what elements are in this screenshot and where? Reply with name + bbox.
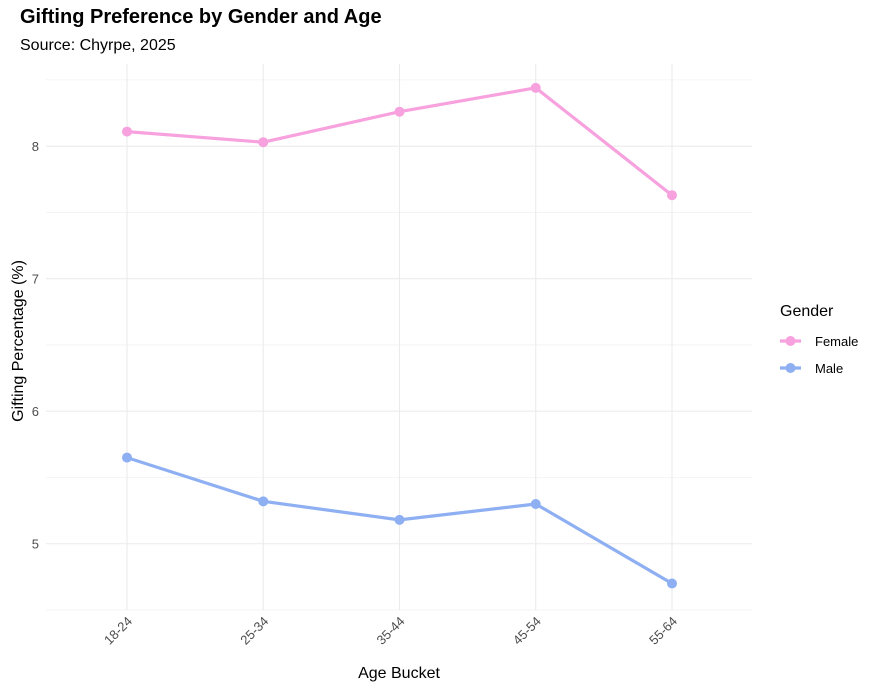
x-tick-label: 18-24 bbox=[101, 614, 135, 648]
chart-subtitle: Source: Chyrpe, 2025 bbox=[20, 37, 176, 54]
y-axis-ticks: 5 6 7 8 bbox=[32, 139, 39, 552]
x-tick-label: 25-34 bbox=[237, 614, 271, 648]
legend: Gender Female Male bbox=[780, 303, 858, 376]
legend-key-point-male bbox=[785, 363, 796, 373]
y-tick-label: 7 bbox=[32, 272, 39, 287]
grid-lines bbox=[46, 64, 752, 611]
chart-title: Gifting Preference by Gender and Age bbox=[20, 6, 382, 28]
data-point-male bbox=[530, 498, 541, 509]
x-axis-ticks: 18-24 25-34 35-44 45-54 55-64 bbox=[101, 614, 680, 648]
data-point-male bbox=[122, 452, 132, 463]
legend-title: Gender bbox=[780, 303, 834, 320]
x-axis-title: Age Bucket bbox=[358, 665, 440, 682]
x-tick-label: 45-54 bbox=[510, 614, 544, 648]
y-tick-label: 8 bbox=[32, 139, 39, 154]
x-tick-label: 55-64 bbox=[646, 614, 680, 648]
legend-key-point-female bbox=[785, 336, 796, 346]
data-point-female bbox=[122, 126, 132, 137]
series-group bbox=[122, 82, 677, 589]
data-point-male bbox=[258, 496, 269, 507]
legend-label-female: Female bbox=[815, 334, 858, 349]
data-point-female bbox=[258, 137, 269, 148]
data-point-male bbox=[394, 514, 405, 525]
legend-label-male: Male bbox=[815, 361, 843, 376]
data-point-female bbox=[530, 82, 541, 93]
y-tick-label: 6 bbox=[32, 404, 39, 419]
y-tick-label: 5 bbox=[32, 537, 39, 552]
y-axis-title: Gifting Percentage (%) bbox=[10, 260, 27, 422]
data-point-female bbox=[667, 190, 677, 201]
data-point-male bbox=[667, 578, 677, 589]
x-tick-label: 35-44 bbox=[374, 614, 408, 648]
data-point-female bbox=[394, 106, 405, 117]
